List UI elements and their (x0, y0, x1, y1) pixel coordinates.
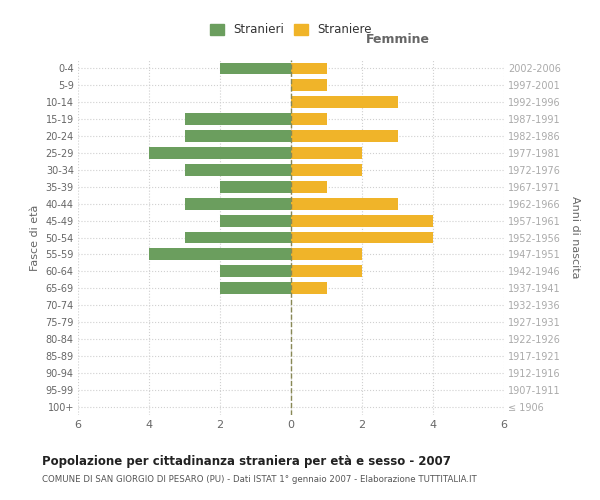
Bar (185, 164, 291, 176)
Bar (291, 248, 362, 260)
Text: COMUNE DI SAN GIORGIO DI PESARO (PU) - Dati ISTAT 1° gennaio 2007 - Elaborazione: COMUNE DI SAN GIORGIO DI PESARO (PU) - D… (42, 475, 477, 484)
Bar (291, 214, 433, 226)
Bar (149, 147, 291, 159)
Y-axis label: Anni di nascita: Anni di nascita (571, 196, 580, 279)
Bar (185, 130, 291, 142)
Bar (291, 282, 326, 294)
Bar (291, 114, 326, 125)
Bar (291, 198, 398, 209)
Bar (185, 198, 291, 209)
Text: Femmine: Femmine (365, 33, 430, 46)
Bar (291, 147, 362, 159)
Bar (291, 130, 398, 142)
Bar (291, 96, 398, 108)
Y-axis label: Fasce di età: Fasce di età (30, 204, 40, 270)
Legend: Stranieri, Straniere: Stranieri, Straniere (206, 20, 376, 40)
Bar (291, 181, 326, 192)
Bar (220, 282, 291, 294)
Bar (220, 266, 291, 277)
Bar (185, 114, 291, 125)
Bar (291, 80, 326, 92)
Bar (291, 164, 362, 176)
Bar (291, 232, 433, 243)
Bar (291, 266, 362, 277)
Bar (220, 62, 291, 74)
Bar (220, 214, 291, 226)
Bar (291, 62, 326, 74)
Text: Popolazione per cittadinanza straniera per età e sesso - 2007: Popolazione per cittadinanza straniera p… (42, 455, 451, 468)
Bar (185, 232, 291, 243)
Bar (220, 181, 291, 192)
Bar (149, 248, 291, 260)
